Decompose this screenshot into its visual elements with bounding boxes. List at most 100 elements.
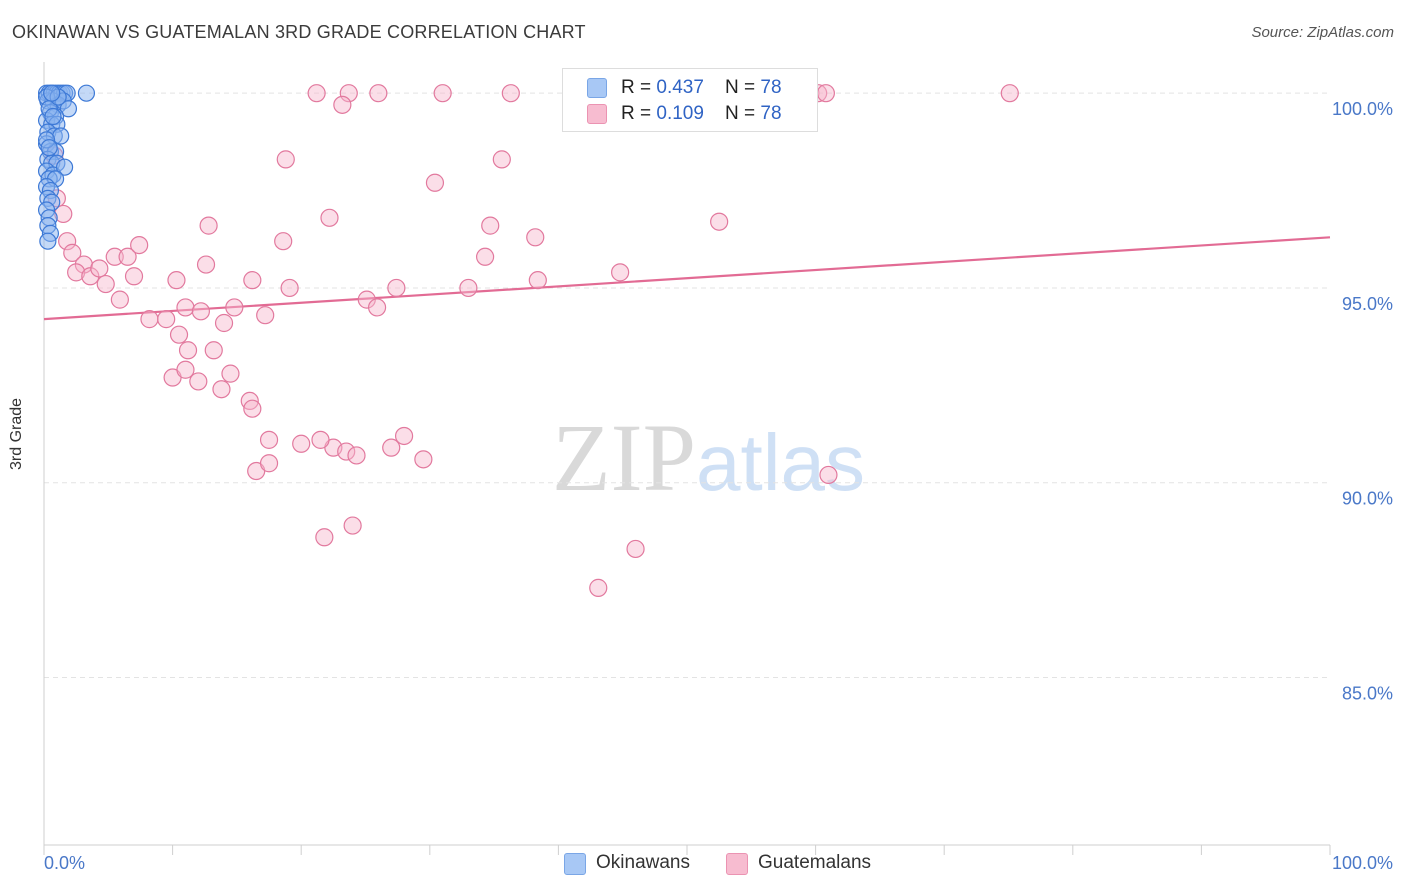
guatemalan-point xyxy=(343,516,362,535)
guatemalan-point xyxy=(130,235,149,255)
guatemalan-point xyxy=(280,278,299,298)
okinawan-point xyxy=(40,139,58,157)
trend-line-guatemalans xyxy=(43,236,1331,321)
guatemalan-point xyxy=(90,259,109,278)
guatemalan-point xyxy=(157,310,176,329)
guatemalan-point xyxy=(528,271,547,290)
tick-labels: 85.0% 90.0% 95.0% 100.0% 0.0% 100.0% xyxy=(44,99,1393,873)
guatemalan-point xyxy=(459,278,478,298)
guatemalan-point xyxy=(481,216,500,235)
y-tick-label: 100.0% xyxy=(1332,99,1393,119)
guatemalan-point xyxy=(178,341,198,360)
okinawans-points xyxy=(37,84,96,250)
okinawan-point xyxy=(77,84,96,102)
guatemalan-point xyxy=(382,438,401,457)
guatemalan-point xyxy=(367,298,387,317)
guatemalan-point xyxy=(199,216,218,235)
guatemalan-point xyxy=(67,263,86,282)
guatemalans-points xyxy=(45,84,1019,597)
okinawan-point xyxy=(59,100,78,118)
source-label: Source: ZipAtlas.com xyxy=(1251,24,1394,41)
chart-title: OKINAWAN VS GUATEMALAN 3RD GRADE CORRELA… xyxy=(12,22,586,42)
guatemalan-point xyxy=(492,150,511,169)
guatemalan-point xyxy=(176,360,195,379)
okinawan-point xyxy=(43,84,61,102)
bottom-legend-label-guatemalans: Guatemalans xyxy=(758,852,872,873)
guatemalan-point xyxy=(124,267,144,286)
guatemalan-point xyxy=(311,430,330,449)
guatemalan-point xyxy=(315,528,334,547)
guatemalan-point xyxy=(347,446,366,465)
guatemalan-point xyxy=(1000,84,1019,103)
guatemalan-point xyxy=(58,232,77,251)
y-tick-label: 90.0% xyxy=(1342,489,1393,509)
stats-legend: R = 0.437 N = 78 R = 0.109 N = 78 xyxy=(562,68,818,132)
legend-n-label: N = xyxy=(725,103,761,124)
guatemalan-point xyxy=(394,426,414,446)
guatemalan-point xyxy=(274,232,293,251)
guatemalan-point xyxy=(475,247,495,266)
guatemalan-point xyxy=(819,465,838,485)
guatemalan-point xyxy=(256,306,275,325)
legend-r-label: R = xyxy=(621,103,657,124)
guatemalan-point xyxy=(176,298,195,317)
guatemalan-point xyxy=(169,325,189,344)
bottom-legend-swatch-guatemalans xyxy=(726,853,748,875)
y-tick-label: 85.0% xyxy=(1342,683,1393,703)
guatemalan-point xyxy=(189,372,208,391)
guatemalan-point xyxy=(243,399,262,418)
watermark-atlas: atlas xyxy=(696,418,865,507)
guatemalan-point xyxy=(118,247,137,266)
y-tick-label: 95.0% xyxy=(1342,294,1393,314)
guatemalan-point xyxy=(221,364,240,383)
guatemalan-point xyxy=(63,243,82,262)
guatemalan-point xyxy=(307,84,326,103)
legend-r-label: R = xyxy=(621,77,657,98)
legend-r-value-guatemalans: 0.109 xyxy=(656,103,704,124)
guatemalan-point xyxy=(433,84,452,103)
guatemalan-point xyxy=(96,274,115,294)
legend-r-value-okinawans: 0.437 xyxy=(656,77,704,98)
guatemalan-point xyxy=(214,313,234,333)
legend-n-label: N = xyxy=(725,77,761,98)
guatemalan-point xyxy=(339,84,358,103)
watermark: ZIPatlas xyxy=(552,402,865,513)
okinawan-point xyxy=(44,107,62,126)
guatemalan-point xyxy=(589,578,608,597)
guatemalan-point xyxy=(196,255,216,274)
guatemalan-point xyxy=(225,298,244,317)
guatemalan-point xyxy=(526,228,545,247)
guatemalan-point xyxy=(212,380,231,399)
guatemalan-point xyxy=(110,290,129,309)
grid-layer xyxy=(44,92,1330,678)
guatemalan-point xyxy=(204,341,223,360)
x-tick-label-max: 100.0% xyxy=(1332,853,1393,873)
guatemalan-point xyxy=(333,95,352,114)
guatemalan-point xyxy=(243,271,262,290)
guatemalan-point xyxy=(140,310,159,329)
okinawan-point xyxy=(55,158,74,176)
guatemalan-point xyxy=(259,430,279,449)
guatemalan-point xyxy=(105,247,124,266)
guatemalan-point xyxy=(710,212,729,231)
guatemalan-point xyxy=(191,302,210,321)
legend-swatch-guatemalans xyxy=(587,104,607,124)
guatemalan-point xyxy=(369,84,388,103)
guatemalan-point xyxy=(167,271,186,290)
guatemalan-point xyxy=(816,84,835,103)
x-tick-label-min: 0.0% xyxy=(44,853,85,873)
guatemalan-point xyxy=(387,278,406,298)
guatemalan-point xyxy=(414,450,433,469)
guatemalan-point xyxy=(626,539,645,559)
okinawan-point xyxy=(39,232,57,250)
guatemalan-point xyxy=(259,454,279,473)
bottom-legend-label-okinawans: Okinawans xyxy=(596,852,690,873)
legend-n-value-guatemalans: 78 xyxy=(760,103,782,124)
guatemalan-point xyxy=(276,150,295,169)
guatemalan-point xyxy=(501,84,520,103)
axis-layer xyxy=(43,62,1331,855)
guatemalan-point xyxy=(320,208,339,227)
legend-swatch-okinawans xyxy=(587,78,607,98)
legend-n-value-okinawans: 78 xyxy=(760,77,782,98)
